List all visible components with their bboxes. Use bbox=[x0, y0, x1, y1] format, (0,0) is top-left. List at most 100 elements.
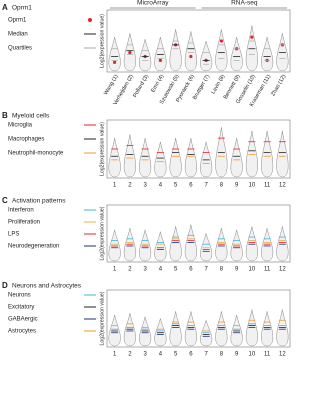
violin bbox=[215, 29, 228, 72]
x-tick-label: 11 bbox=[264, 183, 271, 189]
x-tick-label: 2 bbox=[128, 183, 132, 189]
x-tick-label: 10 bbox=[249, 183, 256, 189]
legend-label: Neurodegeneration bbox=[8, 244, 59, 250]
legend-label: Quartiles bbox=[8, 46, 32, 52]
violin bbox=[169, 311, 182, 347]
violin bbox=[184, 311, 197, 347]
x-tick-label: 10 bbox=[249, 352, 256, 358]
violin bbox=[108, 138, 121, 178]
x-tick-label: 1 bbox=[113, 352, 117, 358]
legend-swatch bbox=[88, 18, 92, 22]
x-tick-label: Pollard (3) bbox=[132, 74, 150, 99]
violin bbox=[200, 233, 213, 262]
violin bbox=[154, 318, 167, 347]
panel-title: Neurons and Astrocytes bbox=[12, 283, 82, 290]
x-tick-label: 12 bbox=[279, 267, 286, 273]
x-tick-label: 5 bbox=[174, 352, 178, 358]
x-tick-label: 3 bbox=[143, 267, 147, 273]
x-tick-label: 11 bbox=[264, 352, 271, 358]
legend-label: Neurons bbox=[8, 293, 31, 299]
x-tick-label: 8 bbox=[220, 267, 224, 273]
violin bbox=[230, 229, 243, 262]
group-label: RNA-seq bbox=[231, 0, 258, 7]
data-dot bbox=[189, 54, 193, 59]
violin bbox=[108, 229, 121, 262]
group-label: MicroArray bbox=[137, 0, 169, 7]
y-axis-label: Log2(expression value) bbox=[99, 122, 105, 176]
violin bbox=[230, 314, 243, 347]
x-tick-label: 2 bbox=[128, 352, 132, 358]
violin bbox=[245, 25, 258, 72]
violin bbox=[261, 311, 274, 347]
x-tick-label: 9 bbox=[235, 183, 239, 189]
plot-frame bbox=[106, 119, 291, 179]
violin bbox=[276, 33, 289, 72]
legend-label: Macrophages bbox=[8, 137, 44, 143]
legend-label: GABAergic bbox=[8, 317, 38, 323]
x-tick-label: 7 bbox=[204, 352, 208, 358]
legend-label: Astrocytes bbox=[8, 329, 36, 335]
violin bbox=[261, 130, 274, 178]
x-tick-label: Zhao (12) bbox=[270, 74, 287, 98]
legend-label: Median bbox=[8, 32, 28, 38]
violin bbox=[184, 138, 197, 178]
x-tick-label: 4 bbox=[159, 267, 163, 273]
violin bbox=[200, 141, 213, 178]
violin bbox=[154, 141, 167, 178]
legend-label: Interferon bbox=[8, 208, 34, 214]
x-tick-label: 9 bbox=[235, 267, 239, 273]
x-tick-label: Emri (4) bbox=[150, 74, 165, 94]
plot-frame bbox=[106, 204, 291, 263]
x-tick-label: 8 bbox=[220, 183, 224, 189]
x-tick-label: 1 bbox=[113, 183, 117, 189]
data-dot bbox=[158, 58, 162, 62]
legend-label: Proliferation bbox=[8, 220, 40, 226]
violin bbox=[245, 130, 258, 178]
data-dot bbox=[128, 51, 132, 55]
x-tick-label: 1 bbox=[113, 267, 117, 273]
violin bbox=[245, 226, 258, 262]
y-axis-label: Log2(expression value) bbox=[99, 291, 105, 345]
x-tick-label: 7 bbox=[204, 267, 208, 273]
legend-label: Oprm1 bbox=[8, 18, 27, 24]
panel-label: A bbox=[2, 3, 8, 12]
violin bbox=[169, 138, 182, 178]
panel-label: D bbox=[2, 281, 8, 290]
x-tick-label: 11 bbox=[264, 267, 271, 273]
x-tick-label: 6 bbox=[189, 183, 193, 189]
x-tick-label: 9 bbox=[235, 352, 239, 358]
plot-frame bbox=[106, 289, 291, 348]
legend-label: LPS bbox=[8, 232, 19, 238]
violin bbox=[154, 37, 167, 72]
violin bbox=[154, 231, 167, 262]
x-tick-label: 5 bbox=[174, 267, 178, 273]
x-tick-label: 12 bbox=[279, 183, 286, 189]
violin bbox=[169, 29, 182, 72]
violin bbox=[184, 31, 197, 72]
x-tick-label: 7 bbox=[204, 183, 208, 189]
y-axis-label: Log2(expression value) bbox=[99, 14, 105, 68]
x-tick-label: Wang (1) bbox=[103, 74, 119, 97]
x-tick-label: 6 bbox=[189, 352, 193, 358]
violin bbox=[215, 127, 228, 178]
x-tick-label: 10 bbox=[249, 267, 256, 273]
legend-label: Microglia bbox=[8, 123, 33, 129]
violin bbox=[200, 40, 213, 72]
data-dot bbox=[113, 60, 117, 64]
panel-title: Oprm1 bbox=[12, 5, 32, 12]
legend-label: Excitatory bbox=[8, 305, 34, 311]
panel-title: Myeloid cells bbox=[12, 113, 50, 120]
violin bbox=[169, 226, 182, 262]
x-tick-label: 12 bbox=[279, 352, 286, 358]
x-tick-label: 6 bbox=[189, 267, 193, 273]
violin bbox=[230, 37, 243, 72]
violin bbox=[139, 138, 152, 178]
legend-label: Neutrophil-monocyte bbox=[8, 151, 64, 157]
violin bbox=[108, 37, 121, 72]
x-tick-label: 3 bbox=[143, 352, 147, 358]
x-tick-label: 3 bbox=[143, 183, 147, 189]
panel-label: C bbox=[2, 196, 8, 205]
x-tick-label: Lavin (8) bbox=[210, 74, 226, 96]
